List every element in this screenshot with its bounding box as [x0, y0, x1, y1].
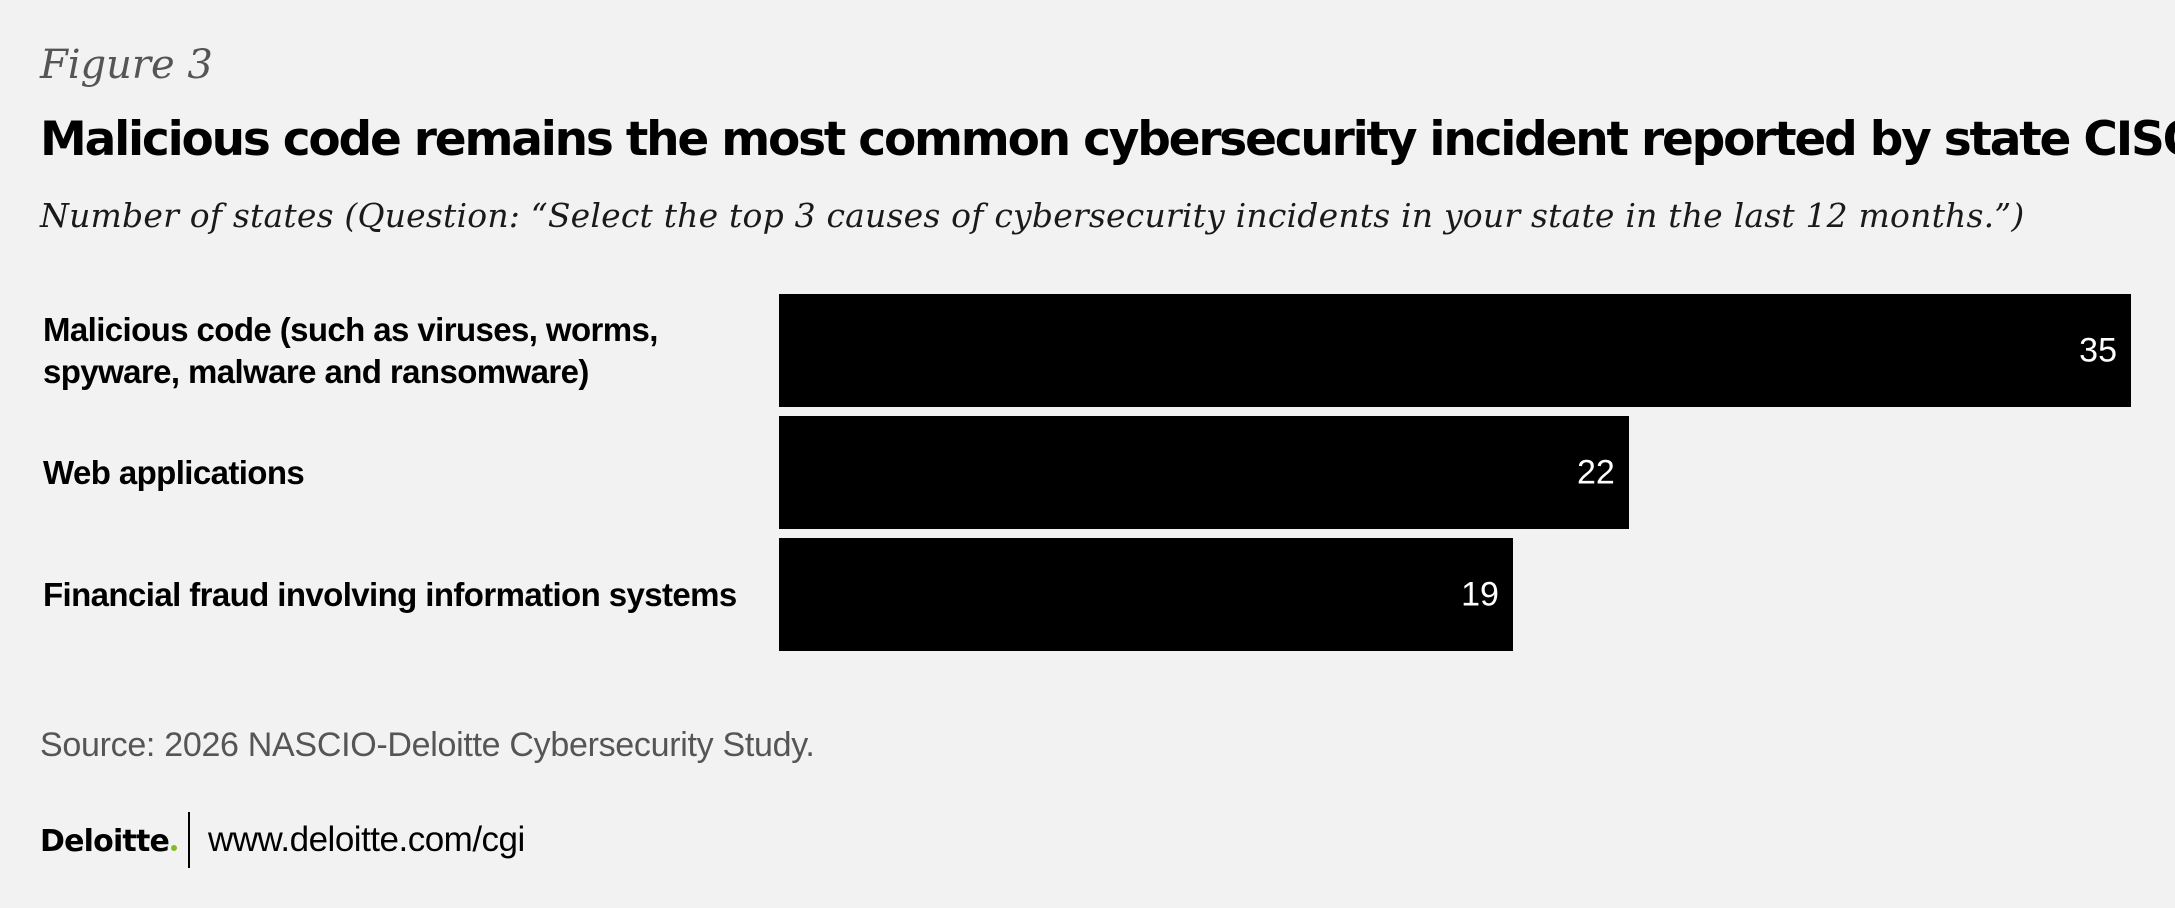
footer-divider	[188, 812, 190, 868]
category-label: Financial fraud involving information sy…	[43, 575, 737, 613]
deloitte-logo: Deloitte	[40, 824, 178, 859]
bar	[779, 538, 1513, 651]
bar	[779, 294, 2131, 407]
chart-subtitle: Number of states (Question: “Select the …	[40, 196, 2025, 235]
category-label: Web applications	[43, 453, 305, 491]
source-note: Source: 2026 NASCIO-Deloitte Cybersecuri…	[40, 726, 815, 764]
bar	[779, 416, 1629, 529]
figure-label: Figure 3	[40, 42, 213, 88]
category-label: Malicious code (such as viruses, worms, …	[43, 310, 658, 390]
brand-dot	[171, 845, 178, 851]
bar-value-label: 22	[1577, 453, 1615, 491]
brand-name: Deloitte	[40, 824, 170, 859]
bar-value-label: 19	[1461, 575, 1499, 613]
footer-url: www.deloitte.com/cgi	[208, 820, 525, 859]
chart-title: Malicious code remains the most common c…	[40, 112, 2175, 167]
bar-value-label: 35	[2079, 331, 2117, 369]
